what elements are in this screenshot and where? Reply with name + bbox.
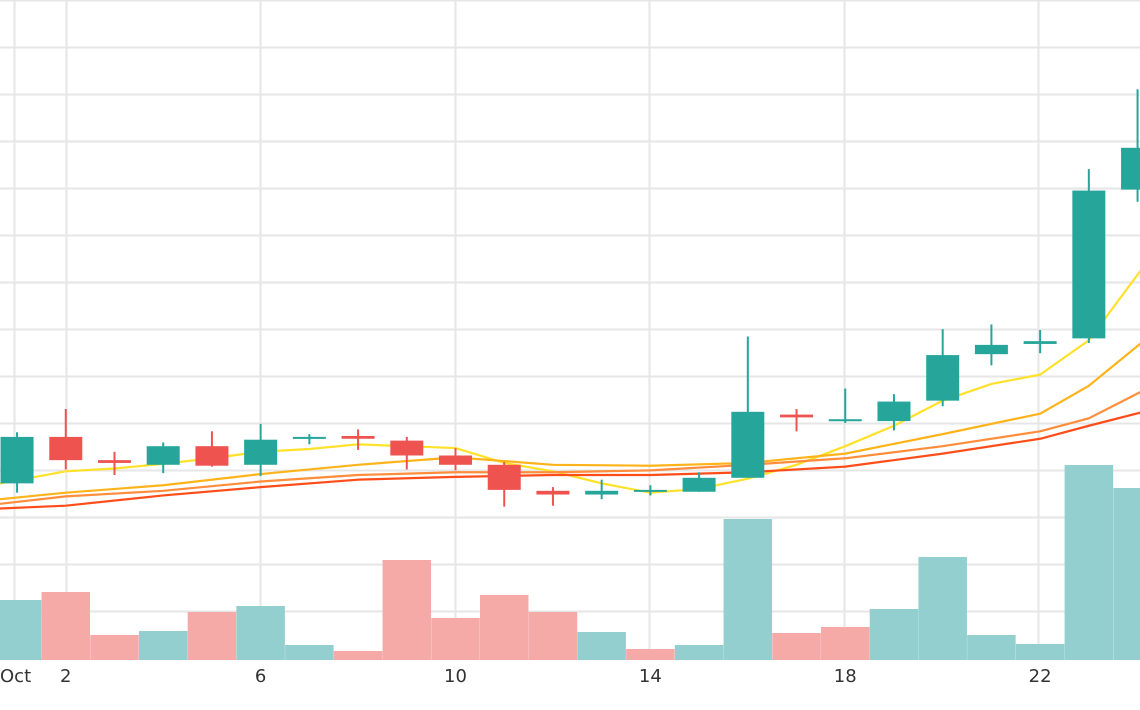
volume-bar: [333, 651, 383, 660]
volume-bar: [1015, 644, 1065, 660]
candlestick: [1121, 89, 1140, 202]
candlestick: [390, 436, 424, 470]
candle-body: [585, 490, 619, 495]
candlestick: [49, 409, 83, 470]
candlestick: [439, 448, 473, 471]
candle-body: [97, 460, 131, 463]
candlestick: [536, 487, 570, 506]
candlestick: [97, 451, 131, 476]
volume-bar: [0, 600, 42, 660]
volume-bar: [187, 612, 237, 660]
candlestick: [0, 432, 34, 493]
volume-bar: [577, 632, 626, 660]
candle-body: [146, 446, 180, 465]
moving-average-line-ma_mid: [0, 342, 1140, 501]
moving-average-line-ma_slow: [0, 391, 1140, 505]
candlestick: [926, 329, 960, 407]
candle-body: [536, 490, 570, 495]
volume-bar: [723, 519, 773, 660]
candlestick: [1072, 169, 1106, 344]
candlestick: [195, 431, 229, 467]
volume-bar: [918, 557, 967, 660]
candle-body: [1121, 147, 1140, 190]
volume-layer: [0, 465, 1140, 660]
x-axis-tick-label: 18: [834, 666, 857, 687]
candle-body: [390, 440, 424, 456]
candlestick: [780, 409, 814, 432]
candlestick: [974, 324, 1008, 366]
volume-bar: [479, 595, 529, 660]
volume-bar: [431, 618, 480, 660]
candle-body: [682, 477, 716, 492]
candlestick: [487, 462, 521, 507]
volume-bar: [90, 635, 139, 660]
candle-body: [487, 464, 521, 490]
candlestick: [244, 423, 278, 476]
volume-bar: [1113, 488, 1140, 660]
candles-layer: [0, 89, 1140, 507]
volume-bar: [674, 645, 724, 660]
moving-average-layer: [0, 270, 1140, 510]
volume-bar: [821, 627, 870, 660]
volume-bar: [626, 649, 675, 660]
x-axis: Oct 2 6 10 14 18 22: [0, 666, 1052, 687]
candle-body: [341, 435, 375, 439]
candlestick: [146, 442, 180, 474]
volume-bar: [528, 612, 578, 660]
candlestick: [292, 434, 326, 445]
candle-body: [926, 355, 960, 401]
volume-bar: [382, 560, 432, 660]
candle-body: [195, 446, 229, 466]
volume-bar: [138, 631, 188, 660]
candlestick: [828, 388, 862, 423]
candle-body: [0, 436, 34, 484]
volume-bar: [41, 592, 91, 660]
candlestick: [633, 485, 667, 496]
x-axis-tick-label: 6: [255, 666, 266, 687]
x-axis-tick-label: 10: [444, 666, 467, 687]
candle-body: [828, 419, 862, 422]
candle-body: [292, 436, 326, 439]
x-axis-tick-label: 14: [639, 666, 662, 687]
moving-average-line-ma_slowest: [0, 411, 1140, 510]
candlestick: [877, 394, 911, 431]
candle-body: [1023, 341, 1057, 344]
x-axis-tick-label: Oct: [0, 666, 31, 687]
candle-body: [633, 489, 667, 492]
candle-body: [877, 401, 911, 422]
candle-body: [1072, 190, 1106, 339]
volume-bar: [1064, 465, 1114, 660]
candle-body: [49, 436, 83, 461]
x-axis-tick-label: 22: [1029, 666, 1052, 687]
grid-layer: [0, 0, 1140, 660]
candlestick: [585, 479, 619, 500]
volume-bar: [772, 633, 821, 660]
candle-body: [974, 344, 1008, 355]
volume-bar: [236, 606, 285, 660]
volume-bar: [869, 609, 919, 660]
candle-body: [244, 439, 278, 465]
volume-bar: [285, 645, 334, 660]
candle-body: [731, 411, 765, 478]
candle-body: [780, 414, 814, 418]
candle-body: [439, 455, 473, 465]
volume-bar: [967, 635, 1016, 660]
candlestick: [1023, 330, 1057, 354]
x-axis-tick-label: 2: [60, 666, 71, 687]
candlestick: [731, 336, 765, 478]
candlestick: [682, 472, 716, 492]
candlestick: [341, 429, 375, 450]
